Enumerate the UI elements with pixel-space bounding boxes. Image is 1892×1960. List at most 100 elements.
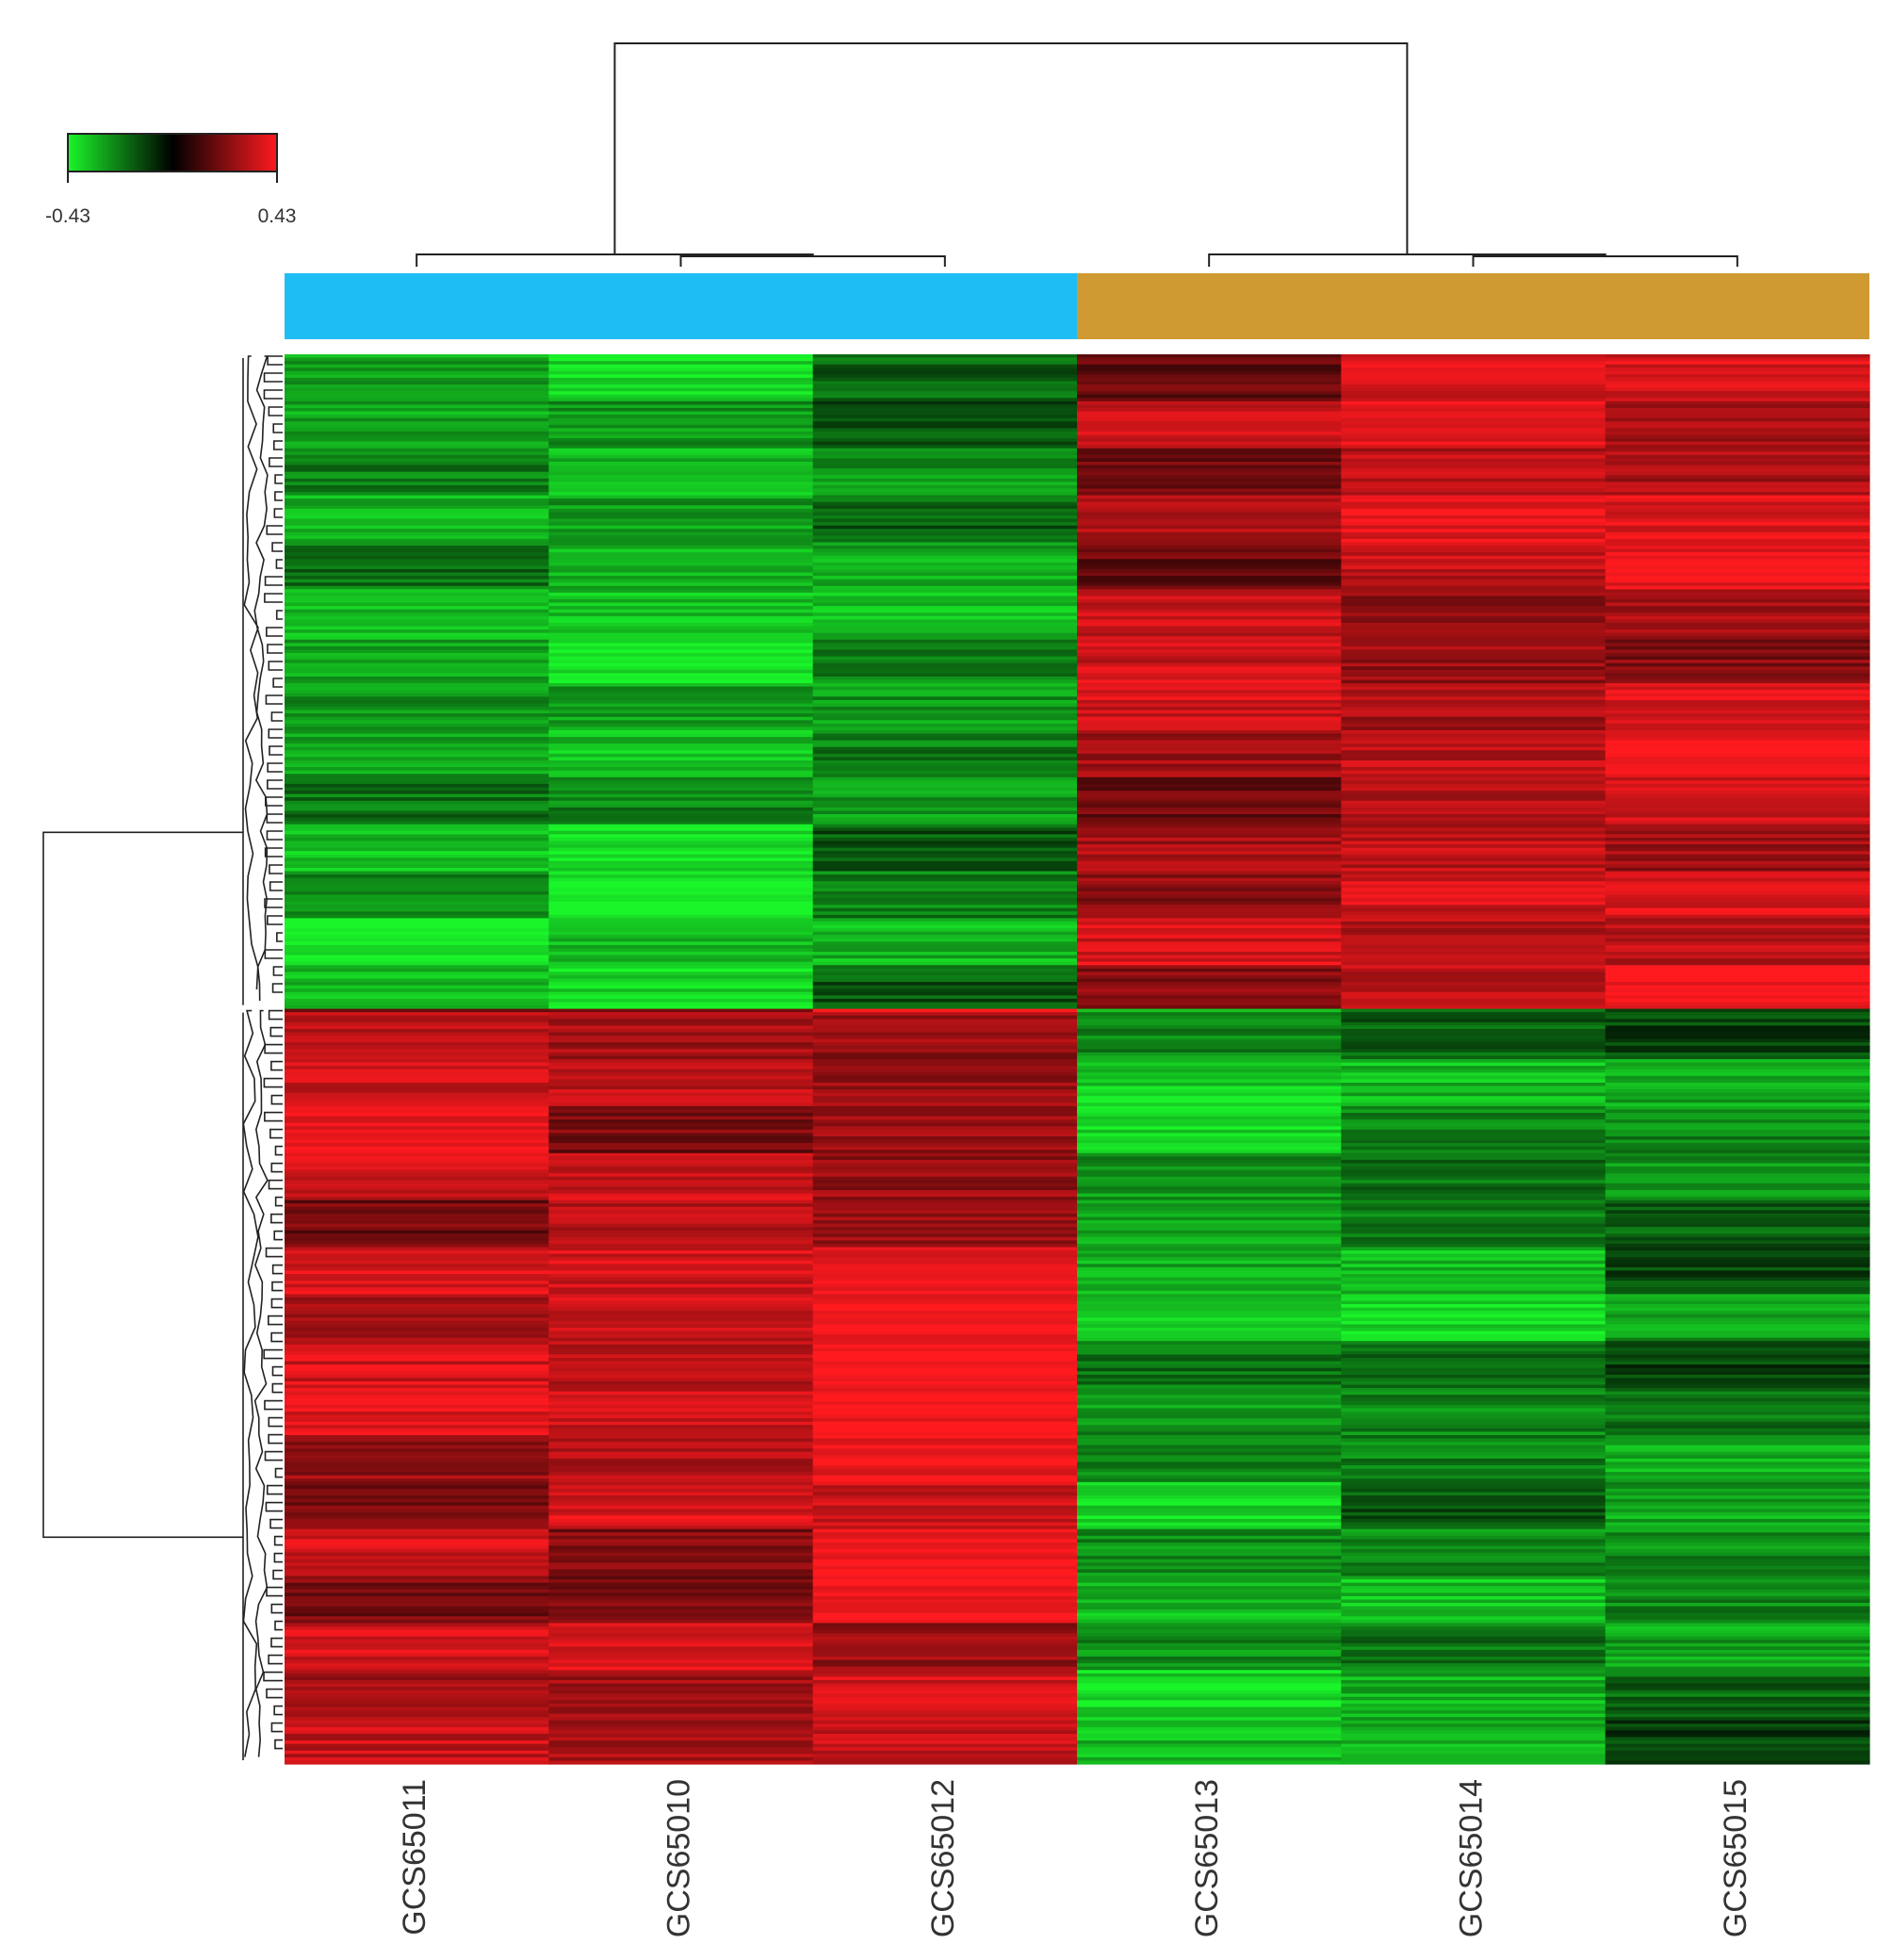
heatmap-cell	[285, 514, 549, 520]
heatmap-cell	[1605, 1219, 1870, 1225]
heatmap-cell	[1077, 1448, 1342, 1453]
heatmap-cell	[548, 1556, 814, 1560]
heatmap-cell	[812, 1038, 1078, 1043]
heatmap-cell	[548, 787, 814, 792]
heatmap-cell	[812, 693, 1078, 697]
heatmap-cell	[548, 518, 814, 523]
heatmap-cell	[1077, 1559, 1342, 1563]
heatmap-cell	[1341, 944, 1607, 950]
heatmap-cell	[1605, 807, 1870, 812]
heatmap-cell	[1341, 1277, 1607, 1282]
heatmap-cell	[1605, 1266, 1870, 1271]
heatmap-cell	[1605, 1556, 1870, 1560]
heatmap-cell	[812, 1089, 1078, 1094]
heatmap-cell	[1605, 1311, 1870, 1315]
heatmap-cell	[1605, 1364, 1870, 1369]
heatmap-cell	[1341, 911, 1607, 916]
heatmap-cell	[285, 1173, 549, 1178]
heatmap-cell	[1341, 713, 1607, 718]
heatmap-cell	[548, 1428, 814, 1432]
heatmap-cell	[285, 1690, 549, 1694]
heatmap-cell	[1341, 606, 1607, 611]
heatmap-cell	[1341, 1428, 1607, 1432]
heatmap-cell	[1605, 1069, 1870, 1073]
heatmap-cell	[285, 1653, 549, 1658]
heatmap-cell	[1077, 1612, 1342, 1617]
heatmap-cell	[812, 921, 1078, 926]
heatmap-cell	[548, 931, 814, 936]
heatmap-cell	[548, 1679, 814, 1685]
dendrogram-branch	[263, 389, 283, 400]
heatmap-cell	[285, 1112, 549, 1118]
heatmap-cell	[1077, 1726, 1342, 1731]
heatmap-cell	[1605, 482, 1870, 486]
heatmap-cell	[1077, 421, 1342, 426]
heatmap-cell	[1077, 1146, 1342, 1151]
heatmap-cell	[548, 1354, 814, 1359]
heatmap-cell	[1077, 531, 1342, 536]
heatmap-cell	[285, 743, 549, 748]
heatmap-cell	[812, 1364, 1078, 1369]
heatmap-cell	[1605, 827, 1870, 832]
heatmap-cell	[1077, 1133, 1342, 1137]
heatmap-cell	[812, 525, 1078, 530]
heatmap-cell	[1077, 1511, 1342, 1517]
heatmap-cell	[1341, 707, 1607, 711]
heatmap-cell	[285, 438, 549, 443]
heatmap-cell	[1341, 1270, 1607, 1275]
heatmap-cell	[1605, 690, 1870, 694]
heatmap-cell	[548, 1337, 814, 1342]
heatmap-cell	[1341, 438, 1607, 443]
heatmap-cell	[812, 1404, 1078, 1410]
heatmap-cell	[548, 602, 814, 607]
heatmap-cell	[548, 733, 814, 738]
heatmap-cell	[1077, 468, 1342, 473]
heatmap-cell	[1077, 938, 1342, 942]
heatmap-cell	[285, 582, 549, 587]
heatmap-cell	[812, 914, 1078, 919]
heatmap-cell	[812, 400, 1078, 406]
heatmap-cell	[548, 1707, 814, 1711]
heatmap-cell	[1077, 787, 1342, 792]
heatmap-cell	[812, 498, 1078, 503]
heatmap-cell	[1077, 1636, 1342, 1641]
heatmap-cell	[1605, 1421, 1870, 1426]
heatmap-cell	[1605, 1290, 1870, 1295]
heatmap-cell	[548, 1240, 814, 1245]
heatmap-cell	[285, 368, 549, 372]
heatmap-cell	[1605, 495, 1870, 499]
heatmap-cell	[285, 417, 549, 422]
heatmap-cell	[1077, 1052, 1342, 1057]
heatmap-cell	[1341, 890, 1607, 896]
heatmap-cell	[285, 1710, 549, 1715]
heatmap-cell	[812, 1619, 1078, 1624]
heatmap-cell	[285, 1344, 549, 1348]
heatmap-cell	[1077, 995, 1342, 1000]
heatmap-cell	[1077, 1015, 1342, 1020]
heatmap-cell	[1605, 757, 1870, 761]
heatmap-cell	[812, 810, 1078, 815]
heatmap-cell	[285, 1109, 549, 1114]
heatmap-cell	[1077, 424, 1342, 429]
heatmap-cell	[1341, 1552, 1607, 1557]
heatmap-cell	[285, 1092, 549, 1097]
heatmap-cell	[1341, 991, 1607, 996]
heatmap-cell	[285, 1139, 549, 1144]
heatmap-cell	[548, 1002, 814, 1006]
heatmap-cell	[1077, 884, 1342, 889]
heatmap-cell	[285, 1025, 549, 1030]
heatmap-cell	[548, 1595, 814, 1601]
heatmap-cell	[285, 955, 549, 959]
heatmap-cell	[812, 492, 1078, 497]
heatmap-cell	[1341, 753, 1607, 759]
heatmap-cell	[1605, 1193, 1870, 1198]
heatmap-cell	[1605, 381, 1870, 385]
heatmap-cell	[1077, 1257, 1342, 1262]
heatmap-cell	[285, 1223, 549, 1228]
heatmap-cell	[1341, 877, 1607, 882]
heatmap-cell	[1077, 1314, 1342, 1318]
heatmap-cell	[285, 774, 549, 778]
heatmap-cell	[548, 1203, 814, 1208]
heatmap-cell	[548, 1750, 814, 1755]
heatmap-cell	[1605, 961, 1870, 966]
